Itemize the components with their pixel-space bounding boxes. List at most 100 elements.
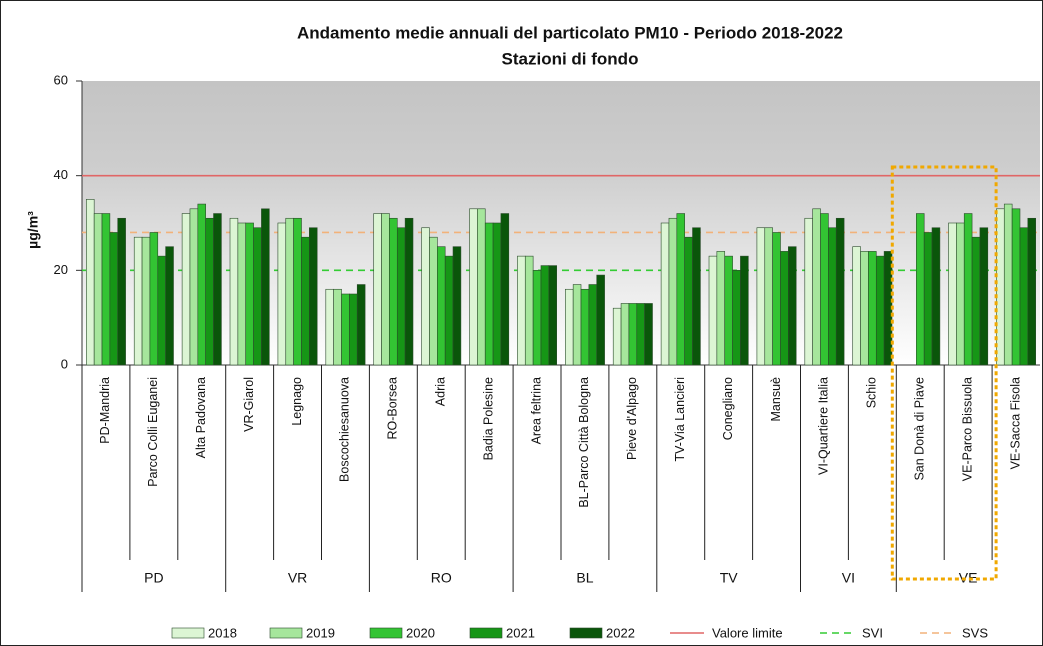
bar — [780, 251, 789, 366]
x-tick-label: VE-Sacca Fisola — [1008, 377, 1022, 469]
plot-area — [82, 81, 1040, 365]
bar — [277, 222, 287, 366]
group-label: PD — [144, 570, 163, 586]
bar — [500, 213, 510, 366]
bar — [620, 303, 630, 366]
bar — [948, 222, 957, 366]
bar — [716, 251, 726, 366]
bar — [229, 217, 239, 366]
bar — [956, 222, 965, 366]
bar — [452, 246, 462, 366]
bar — [373, 213, 382, 366]
bar — [261, 208, 270, 366]
bar — [444, 255, 454, 366]
bar — [341, 293, 350, 366]
legend-label: SVS — [962, 625, 988, 640]
bar — [684, 236, 693, 366]
group-label: RO — [431, 570, 452, 586]
bar — [636, 303, 645, 366]
bar — [1011, 208, 1021, 366]
bar — [724, 255, 733, 366]
bar — [165, 246, 174, 366]
y-tick-label: 60 — [54, 72, 68, 87]
group-label: BL — [576, 570, 593, 586]
bar — [979, 227, 989, 366]
bar — [93, 213, 103, 366]
group-label: VI — [842, 570, 855, 586]
bar — [245, 222, 254, 366]
legend-swatch — [171, 627, 205, 639]
bar — [101, 213, 111, 366]
bar — [532, 270, 542, 366]
x-tick-label: RO-Borsea — [386, 377, 400, 440]
bar — [852, 246, 861, 366]
x-tick-label: Boscochiesanuova — [338, 377, 352, 482]
x-tick-label: Conegliano — [721, 377, 735, 440]
group-label: VE — [959, 570, 978, 586]
bar — [804, 217, 813, 366]
bar — [860, 251, 869, 366]
bar — [788, 246, 797, 366]
bar — [477, 208, 486, 366]
bar — [676, 213, 685, 366]
bar — [668, 217, 678, 366]
legend-swatch — [569, 627, 603, 639]
bar — [660, 222, 670, 366]
bar — [1027, 217, 1036, 366]
bar — [333, 288, 342, 366]
bar — [820, 213, 829, 366]
bar — [309, 227, 318, 366]
bar — [572, 284, 582, 366]
bar — [86, 199, 95, 366]
bar — [517, 255, 526, 366]
bar — [828, 227, 837, 366]
bar — [931, 227, 941, 366]
bar — [396, 227, 406, 366]
legend-label: SVI — [862, 625, 883, 640]
bar — [692, 227, 701, 366]
bar — [109, 232, 119, 366]
bar — [293, 217, 302, 366]
bar — [644, 303, 653, 366]
bar — [157, 255, 166, 366]
bar — [548, 265, 557, 366]
x-tick-label: San Donà di Piave — [913, 377, 927, 481]
bar — [133, 236, 143, 366]
bar — [301, 236, 310, 366]
legend-label: 2018 — [208, 625, 237, 640]
x-tick-label: VR-Giarol — [242, 377, 256, 432]
x-tick-label: Adria — [434, 377, 448, 406]
bar — [963, 213, 973, 366]
legend-swatch — [269, 627, 303, 639]
bar — [923, 232, 933, 366]
bar — [764, 227, 773, 366]
x-tick-label: Alta Padovana — [194, 377, 208, 458]
x-tick-label: Badia Polesine — [481, 377, 495, 460]
bar — [253, 227, 262, 366]
chart-subtitle: Stazioni di fondo — [502, 49, 639, 68]
bar — [285, 217, 294, 366]
legend-label: 2020 — [406, 625, 435, 640]
y-tick-label: 0 — [61, 356, 68, 371]
y-tick-label: 20 — [54, 262, 68, 277]
bar — [404, 217, 414, 366]
bar — [117, 217, 126, 366]
bar — [237, 222, 247, 366]
legend-swatch — [469, 627, 503, 639]
bar — [429, 236, 438, 366]
bar — [812, 208, 821, 366]
x-tick-label: PD-Mandria — [98, 377, 112, 444]
group-label: TV — [720, 570, 739, 586]
bar — [1019, 227, 1029, 366]
x-tick-label: Schio — [865, 377, 879, 408]
x-tick-label: VI-Quartiere Italia — [817, 377, 831, 475]
highlight-box — [890, 165, 998, 581]
bar — [708, 255, 718, 366]
bar — [205, 217, 214, 366]
x-tick-label: Area feltrina — [529, 377, 543, 444]
x-tick-label: Legnago — [290, 377, 304, 426]
y-axis-label: µg/m³ — [25, 211, 41, 249]
bar — [588, 284, 598, 366]
bar — [381, 213, 390, 366]
